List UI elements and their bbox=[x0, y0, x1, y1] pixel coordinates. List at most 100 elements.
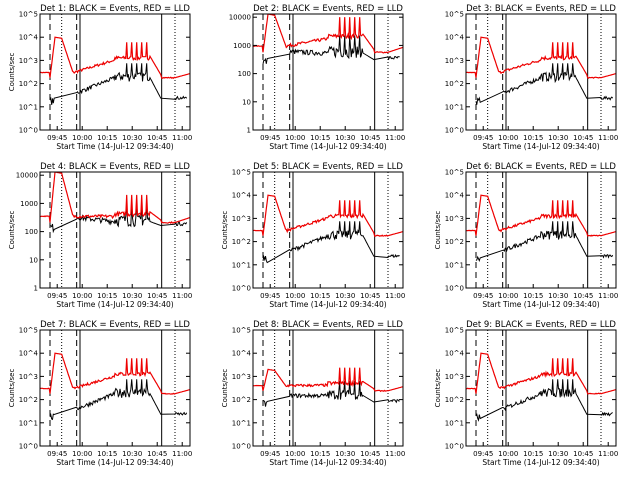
events-series bbox=[262, 221, 400, 264]
y-tick-label: 10^5 bbox=[445, 169, 464, 177]
x-axis-label: Start Time (14-Jul-12 09:34:40) bbox=[269, 458, 386, 467]
y-tick-label: 10^3 bbox=[445, 57, 464, 65]
x-tick-label: 10:30 bbox=[122, 134, 142, 142]
y-tick-label: 10^0 bbox=[19, 127, 38, 135]
y-tick-label: 10^4 bbox=[445, 34, 465, 42]
y-axis-label: Counts/sec bbox=[434, 211, 442, 250]
x-tick-label: 10:30 bbox=[548, 450, 568, 458]
y-tick-label: 100 bbox=[238, 70, 251, 78]
y-tick-label: 10^0 bbox=[445, 127, 464, 135]
y-tick-label: 10^2 bbox=[232, 238, 251, 246]
y-tick-label: 10^1 bbox=[19, 103, 38, 111]
y-tick-label: 10^2 bbox=[445, 80, 464, 88]
y-tick-label: 10^1 bbox=[445, 419, 464, 427]
y-tick-label: 10000 bbox=[16, 172, 38, 180]
lld-series bbox=[253, 14, 403, 54]
y-axis-label: Counts/sec bbox=[8, 369, 16, 408]
lld-series bbox=[466, 36, 616, 79]
x-tick-label: 10:45 bbox=[573, 450, 593, 458]
events-series bbox=[262, 35, 400, 65]
x-tick-label: 10:15 bbox=[310, 134, 330, 142]
y-tick-label: 1000 bbox=[20, 200, 38, 208]
subplot-det-6: Det 6: BLACK = Events, RED = LLD 10^0 10^1… bbox=[434, 162, 618, 309]
plot-frame bbox=[465, 171, 617, 289]
y-tick-label: 10 bbox=[242, 98, 251, 106]
events-series bbox=[475, 379, 613, 422]
x-tick-label: 09:45 bbox=[473, 292, 493, 300]
plot-title: Det 7: BLACK = Events, RED = LLD bbox=[40, 320, 190, 330]
subplot-det-9: Det 9: BLACK = Events, RED = LLD 10^0 10^1… bbox=[434, 320, 618, 467]
x-tick-label: 10:30 bbox=[335, 292, 355, 300]
x-tick-label: 10:15 bbox=[310, 292, 330, 300]
plot-frame bbox=[465, 329, 617, 447]
x-tick-label: 09:45 bbox=[47, 450, 67, 458]
x-tick-label: 10:00 bbox=[285, 134, 305, 142]
y-tick-label: 10^0 bbox=[232, 443, 251, 451]
y-tick-label: 10^5 bbox=[445, 327, 464, 335]
x-tick-label: 10:00 bbox=[498, 450, 518, 458]
y-tick-label: 10^4 bbox=[19, 350, 39, 358]
y-tick-label: 10^5 bbox=[19, 327, 38, 335]
x-tick-label: 11:00 bbox=[385, 134, 405, 142]
plot-frame bbox=[39, 171, 191, 289]
y-tick-label: 10^2 bbox=[445, 238, 464, 246]
y-tick-label: 10^5 bbox=[232, 169, 251, 177]
subplot-det-3: Det 3: BLACK = Events, RED = LLD 10^0 10^1… bbox=[445, 4, 619, 151]
plot-frame bbox=[252, 329, 404, 447]
y-tick-label: 10^4 bbox=[232, 350, 252, 358]
plot-frame bbox=[39, 329, 191, 447]
x-tick-label: 10:15 bbox=[523, 292, 543, 300]
x-axis-label: Start Time (14-Jul-12 09:34:40) bbox=[56, 142, 173, 151]
x-tick-label: 11:00 bbox=[385, 292, 405, 300]
y-axis-label: Counts/sec bbox=[221, 369, 229, 408]
subplot-det-1: Det 1: BLACK = Events, RED = LLD 10^0 10^1… bbox=[8, 4, 192, 151]
y-tick-label: 10^3 bbox=[232, 215, 251, 223]
y-tick-label: 10^4 bbox=[232, 192, 252, 200]
plot-title: Det 2: BLACK = Events, RED = LLD bbox=[253, 4, 403, 14]
x-tick-label: 10:15 bbox=[97, 292, 117, 300]
y-tick-label: 10^1 bbox=[232, 261, 251, 269]
x-tick-label: 09:45 bbox=[473, 134, 493, 142]
y-tick-label: 1000 bbox=[233, 42, 251, 50]
x-tick-label: 09:45 bbox=[260, 450, 280, 458]
lld-series bbox=[253, 194, 403, 237]
x-axis-label: Start Time (14-Jul-12 09:34:40) bbox=[269, 142, 386, 151]
x-tick-label: 10:45 bbox=[360, 292, 380, 300]
plot-title: Det 4: BLACK = Events, RED = LLD bbox=[40, 162, 190, 172]
x-axis-label: Start Time (14-Jul-12 09:34:40) bbox=[56, 300, 173, 309]
y-tick-label: 10^3 bbox=[19, 57, 38, 65]
subplot-det-5: Det 5: BLACK = Events, RED = LLD 10^0 10^1… bbox=[221, 162, 405, 309]
x-tick-label: 09:45 bbox=[473, 450, 493, 458]
y-tick-label: 10^1 bbox=[232, 419, 251, 427]
y-tick-label: 10^5 bbox=[19, 11, 38, 19]
x-axis-label: Start Time (14-Jul-12 09:34:40) bbox=[482, 142, 599, 151]
y-tick-label: 10^1 bbox=[19, 419, 38, 427]
x-tick-label: 11:00 bbox=[598, 450, 618, 458]
y-tick-label: 10^0 bbox=[232, 285, 251, 293]
x-tick-label: 10:45 bbox=[360, 450, 380, 458]
y-tick-label: 10^1 bbox=[445, 261, 464, 269]
y-tick-label: 10^4 bbox=[19, 34, 39, 42]
x-tick-label: 10:30 bbox=[335, 134, 355, 142]
plot-title: Det 1: BLACK = Events, RED = LLD bbox=[40, 4, 190, 14]
y-tick-label: 1 bbox=[34, 285, 38, 293]
y-axis-label: Counts/sec bbox=[8, 53, 16, 92]
y-tick-label: 10^4 bbox=[445, 350, 465, 358]
y-tick-label: 10^2 bbox=[19, 396, 38, 404]
x-tick-label: 10:00 bbox=[72, 134, 92, 142]
y-tick-label: 10^4 bbox=[445, 192, 465, 200]
x-axis-label: Start Time (14-Jul-12 09:34:40) bbox=[269, 300, 386, 309]
x-tick-label: 10:00 bbox=[285, 450, 305, 458]
x-tick-label: 10:15 bbox=[523, 134, 543, 142]
y-tick-label: 10^5 bbox=[445, 11, 464, 19]
x-tick-label: 10:45 bbox=[147, 134, 167, 142]
y-tick-label: 10^2 bbox=[19, 80, 38, 88]
x-tick-label: 10:30 bbox=[122, 450, 142, 458]
y-tick-label: 10^0 bbox=[445, 285, 464, 293]
y-tick-label: 10^3 bbox=[19, 373, 38, 381]
y-axis-label: Counts/sec bbox=[221, 211, 229, 250]
x-tick-label: 10:15 bbox=[523, 450, 543, 458]
x-tick-label: 10:45 bbox=[573, 292, 593, 300]
y-tick-label: 1 bbox=[247, 127, 251, 135]
